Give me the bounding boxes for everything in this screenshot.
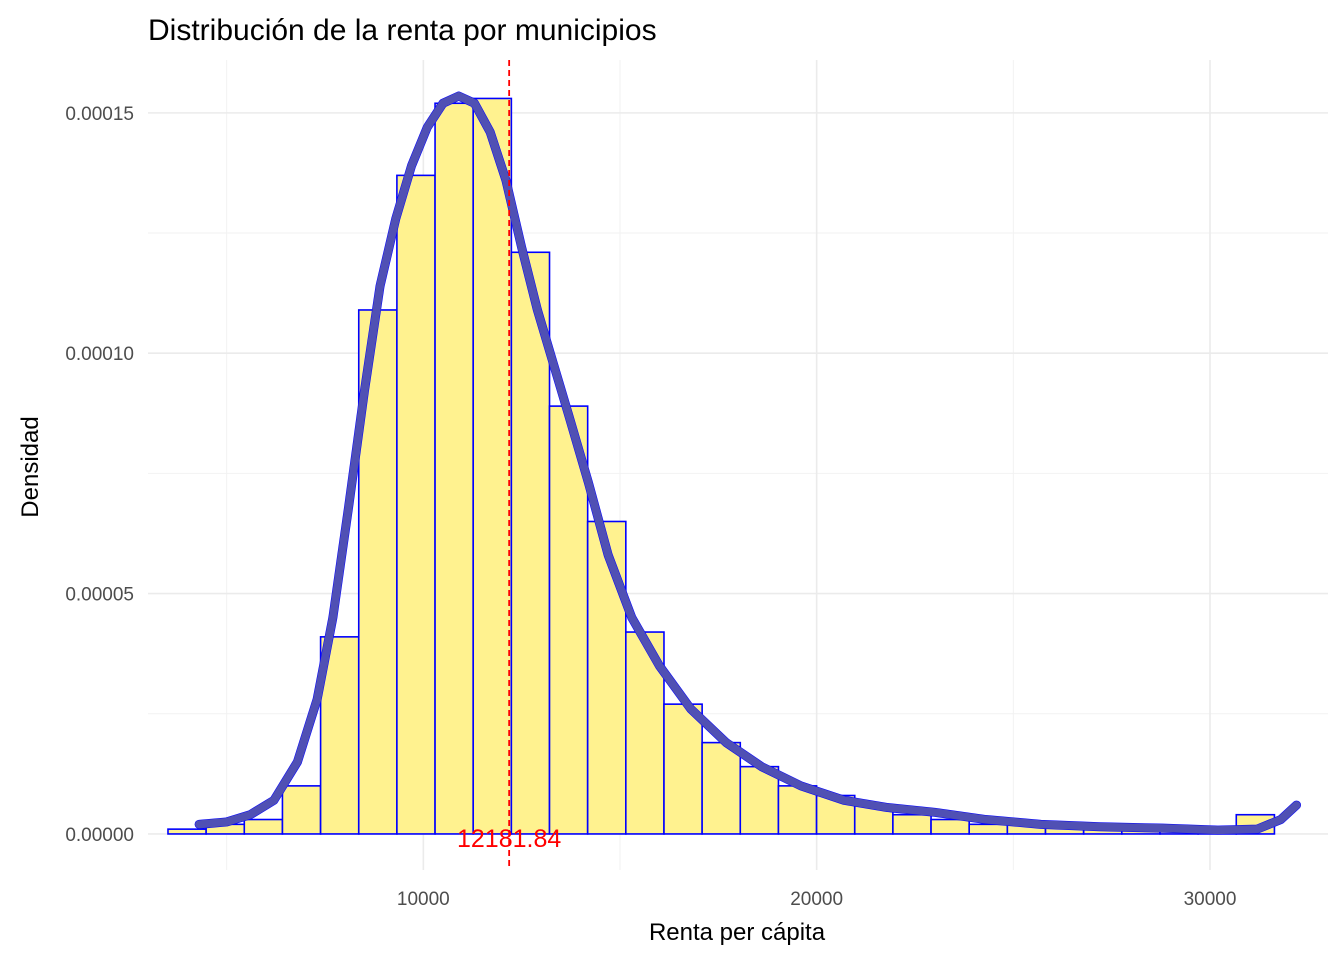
x-tick-label: 20000 [790, 889, 843, 910]
histogram-bar [510, 251, 551, 835]
histogram-bar [396, 174, 436, 835]
x-axis-title: Renta per cápita [649, 919, 826, 946]
histogram-bars [167, 97, 1276, 835]
histogram-bar [167, 828, 207, 835]
histogram-bar [739, 765, 780, 835]
histogram-bar [968, 823, 1009, 835]
mean-label: 12181.84 [457, 825, 561, 853]
x-tick-label: 10000 [397, 889, 450, 910]
histogram-bar [892, 813, 932, 835]
y-axis-title: Densidad [17, 416, 44, 517]
histogram-bar [281, 785, 322, 835]
histogram-bar [701, 741, 742, 835]
histogram-bar [663, 703, 703, 835]
histogram-bar [243, 818, 284, 835]
x-tick-label: 30000 [1184, 889, 1237, 910]
histogram-bar [548, 405, 589, 835]
density-curves [194, 91, 1302, 835]
histogram-bar [434, 102, 475, 835]
histogram-bar [586, 520, 627, 835]
y-tick-label: 0.00000 [65, 825, 134, 846]
axis-ticks: 10000 20000 30000 0.00000 0.00005 0.00010 0.00… [65, 104, 1236, 910]
chart-title: Distribución de la renta por municipios [148, 14, 657, 47]
histogram-bar [472, 97, 513, 835]
density-curve-overlay [195, 92, 1301, 835]
y-tick-label: 0.00015 [65, 104, 134, 125]
y-tick-label: 0.00005 [65, 585, 134, 606]
y-tick-label: 0.00010 [65, 344, 134, 365]
histogram-bar [930, 818, 971, 835]
mean-marker: 12181.84 [457, 60, 561, 870]
